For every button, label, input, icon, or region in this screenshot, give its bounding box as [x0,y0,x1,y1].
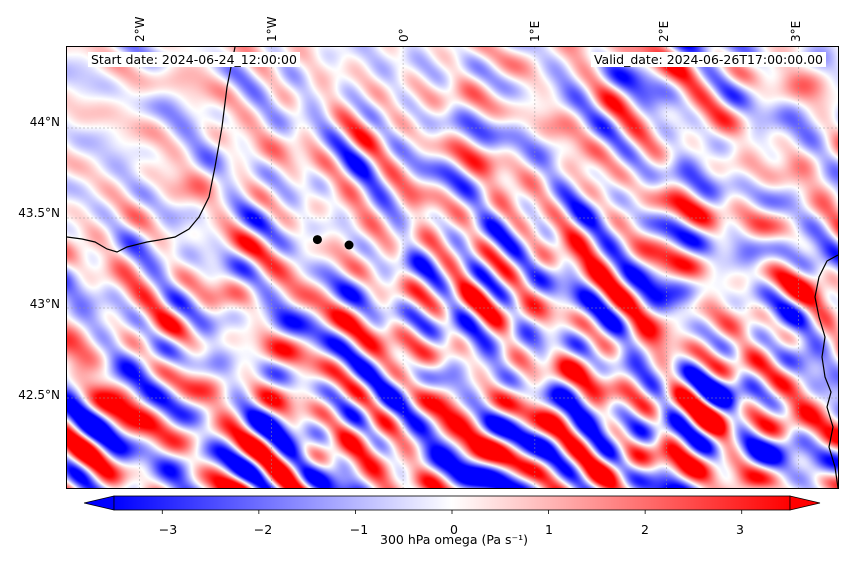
lon-tick-label: 2°E [657,20,671,42]
omega-field-raster [67,47,838,488]
map-panel [66,46,839,489]
colorbar-tick-label: 2 [641,522,649,537]
lon-tick-label: 1°E [528,20,542,42]
coastline-mediterranean [814,254,838,488]
colorbar-extend-high [789,495,821,511]
colorbar [84,495,821,514]
graticule [67,47,838,488]
marker-group [312,235,354,250]
location-marker [344,240,354,250]
map-overlay [67,47,838,488]
colorbar-tick-label: 0 [450,522,458,537]
colorbar-tick-marks [161,510,743,514]
lon-tick-label: 2°W [133,16,147,43]
valid-date-label: Valid_date: 2024-06-26T17:00:00.00 [590,52,826,67]
colorbar-tick-label: −3 [158,522,178,537]
lat-tick-label: 42.5°N [18,388,60,402]
coastline-bay-of-biscay [67,47,236,253]
lat-tick-label: 43°N [29,297,60,311]
start-date-label: Start date: 2024-06-24_12:00:00 [88,52,300,67]
lon-tick-label: 0° [397,28,411,42]
lat-tick-label: 44°N [29,115,60,129]
lon-tick-label: 3°E [789,20,803,42]
colorbar-tick-label: 3 [736,522,744,537]
location-marker [312,235,322,245]
lon-tick-label: 1°W [265,16,279,43]
colorbar-label: 300 hPa omega (Pa s⁻¹) [380,532,528,547]
lat-tick-label: 43.5°N [18,206,60,220]
colorbar-extend-low [84,495,115,511]
colorbar-tick-label: 1 [545,522,553,537]
colorbar-gradient [113,495,791,511]
colorbar-tick-label: −2 [253,522,273,537]
colorbar-tick-label: −1 [349,522,369,537]
